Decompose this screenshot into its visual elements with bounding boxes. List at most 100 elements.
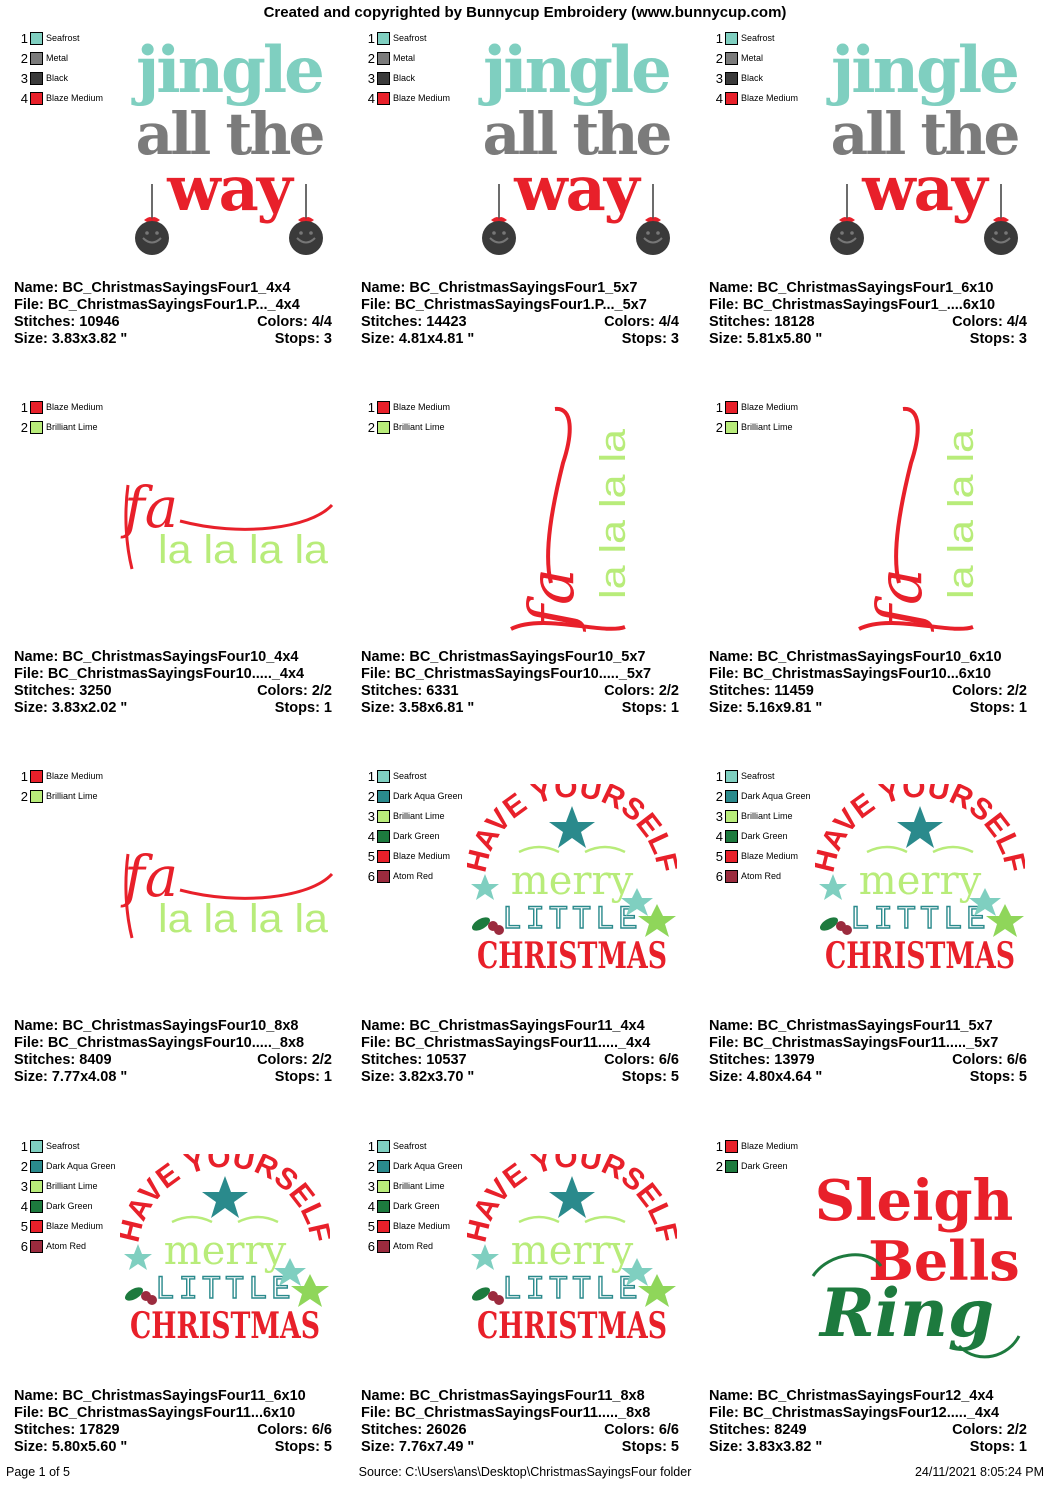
- thread-color-name: Metal: [741, 53, 764, 63]
- thread-color-name: Metal: [46, 53, 69, 63]
- little-word: LITTLE: [155, 1271, 294, 1308]
- design-file: File: BC_ChristmasSayingsFour11....._8x8: [361, 1405, 651, 1421]
- legend-item: 2 Dark Aqua Green: [712, 786, 811, 806]
- christmas-word: CHRISTMAS: [825, 935, 1015, 977]
- fa-script: fa: [120, 476, 178, 541]
- design-size: Size: 3.83x2.02 ": [14, 700, 128, 716]
- merry-little-christmas-artwork: HAVE YOURSELF merry LITTLE CHRISTMAS: [467, 1154, 677, 1347]
- color-swatch: [377, 1199, 390, 1213]
- color-swatch: [30, 420, 43, 434]
- thread-color-name: Black: [46, 73, 69, 83]
- legend-number: 5: [367, 1218, 375, 1234]
- legend-item: 5 Blaze Medium: [364, 846, 463, 866]
- design-preview: fa la la la la: [503, 403, 633, 635]
- legend-number: 2: [715, 50, 723, 66]
- legend-item: 1 Blaze Medium: [712, 397, 798, 417]
- little-word: LITTLE: [502, 901, 641, 938]
- legend-item: 5 Blaze Medium: [364, 1216, 463, 1236]
- color-swatch: [30, 1179, 43, 1193]
- color-swatch: [377, 829, 390, 843]
- color-swatch: [377, 849, 390, 863]
- legend-item: 2 Metal: [712, 48, 798, 68]
- holly-icon: [471, 917, 504, 935]
- jingle-all-the-way-artwork: jingle all the way: [131, 34, 326, 255]
- legend-item: 2 Dark Green: [712, 1156, 798, 1176]
- merry-word: merry: [859, 858, 982, 904]
- thread-color-name: Seafrost: [46, 33, 80, 43]
- thread-color-name: Seafrost: [46, 1141, 80, 1151]
- thread-color-name: Dark Aqua Green: [741, 791, 811, 801]
- size-row: Size: 5.80x5.60 " Stops: 5: [14, 1439, 332, 1456]
- color-swatch: [725, 849, 738, 863]
- design-info: Name: BC_ChristmasSayingsFour11_5x7 File:…: [709, 1018, 1027, 1086]
- stop-count: Stops: 3: [621, 331, 679, 347]
- design-name-row: Name: BC_ChristmasSayingsFour11_5x7: [709, 1018, 1027, 1035]
- legend-number: 6: [367, 868, 375, 884]
- thread-color-name: Dark Aqua Green: [393, 1161, 463, 1171]
- design-file: File: BC_ChristmasSayingsFour10....._5x7: [361, 666, 652, 682]
- design-file: File: BC_ChristmasSayingsFour10...6x10: [709, 666, 992, 682]
- legend-number: 3: [715, 808, 723, 824]
- design-file-row: File: BC_ChristmasSayingsFour11....._8x8: [361, 1405, 679, 1422]
- legend-item: 6 Atom Red: [364, 866, 463, 886]
- design-file-row: File: BC_ChristmasSayingsFour11....._4x4: [361, 1035, 679, 1052]
- design-info: Name: BC_ChristmasSayingsFour10_8x8 File:…: [14, 1018, 332, 1086]
- legend-item: 6 Atom Red: [17, 1236, 116, 1256]
- legend-number: 1: [715, 1138, 723, 1154]
- design-card: 1 Blaze Medium 2 Brilliant Lime fa la la la…: [709, 395, 1044, 760]
- star-top-icon: [897, 806, 943, 848]
- thread-color-name: Blaze Medium: [741, 1141, 799, 1151]
- thread-color-name: Brilliant Lime: [46, 422, 98, 432]
- color-swatch: [30, 1239, 43, 1253]
- stop-count: Stops: 5: [969, 1069, 1027, 1085]
- design-file-row: File: BC_ChristmasSayingsFour1.P..._4x4: [14, 297, 332, 314]
- star-left-icon: [471, 1244, 499, 1270]
- design-info: Name: BC_ChristmasSayingsFour10_4x4 File:…: [14, 649, 332, 717]
- legend-item: 5 Blaze Medium: [712, 846, 811, 866]
- thread-color-name: Seafrost: [741, 771, 775, 781]
- legend-number: 6: [715, 868, 723, 884]
- la-la-text: la la la la: [940, 428, 981, 599]
- design-name-row: Name: BC_ChristmasSayingsFour10_6x10: [709, 649, 1027, 666]
- stop-count: Stops: 3: [274, 331, 332, 347]
- bell-ornament-right-icon: [289, 217, 323, 255]
- color-swatch: [377, 1139, 390, 1153]
- stitch-count: Stitches: 10537: [361, 1052, 467, 1068]
- jingle-word: jingle: [131, 34, 322, 108]
- design-card: 1 Seafrost 2 Dark Aqua Green 3 Brilliant Lime…: [709, 764, 1044, 1129]
- design-file-row: File: BC_ChristmasSayingsFour11...6x10: [14, 1405, 332, 1422]
- color-swatch: [377, 1179, 390, 1193]
- stitch-count: Stitches: 8249: [709, 1422, 807, 1438]
- merry-word: merry: [511, 1228, 634, 1274]
- la-la-text: la la la la: [158, 897, 329, 941]
- thread-color-name: Blaze Medium: [46, 93, 104, 103]
- bell-ornament-right-icon: [636, 217, 670, 255]
- legend-item: 3 Brilliant Lime: [364, 806, 463, 826]
- color-swatch: [30, 1139, 43, 1153]
- fa-script: fa: [515, 568, 588, 632]
- legend-item: 1 Blaze Medium: [17, 397, 103, 417]
- thread-color-name: Brilliant Lime: [393, 422, 445, 432]
- legend-item: 2 Brilliant Lime: [17, 786, 103, 806]
- design-name-row: Name: BC_ChristmasSayingsFour10_4x4: [14, 649, 332, 666]
- size-row: Size: 4.80x4.64 " Stops: 5: [709, 1069, 1027, 1086]
- color-swatch: [377, 869, 390, 883]
- size-row: Size: 3.58x6.81 " Stops: 1: [361, 700, 679, 717]
- legend-item: 1 Blaze Medium: [712, 1136, 798, 1156]
- stitches-row: Stitches: 11459 Colors: 2/2: [709, 683, 1027, 700]
- design-size: Size: 7.77x4.08 ": [14, 1069, 128, 1085]
- star-right-small-icon: [621, 1258, 653, 1286]
- legend-number: 2: [20, 788, 28, 804]
- design-name: Name: BC_ChristmasSayingsFour10_4x4: [14, 649, 299, 665]
- design-name: Name: BC_ChristmasSayingsFour11_6x10: [14, 1388, 306, 1404]
- design-name-row: Name: BC_ChristmasSayingsFour1_4x4: [14, 280, 332, 297]
- color-swatch: [377, 1239, 390, 1253]
- la-la-text: la la la la: [158, 528, 329, 572]
- design-name-row: Name: BC_ChristmasSayingsFour11_8x8: [361, 1388, 679, 1405]
- color-swatch: [725, 400, 738, 414]
- color-legend: 1 Seafrost 2 Dark Aqua Green 3 Brilliant Lime…: [17, 1136, 116, 1256]
- thread-color-name: Dark Aqua Green: [46, 1161, 116, 1171]
- size-row: Size: 5.16x9.81 " Stops: 1: [709, 700, 1027, 717]
- color-swatch: [725, 1159, 738, 1173]
- legend-item: 2 Dark Aqua Green: [364, 786, 463, 806]
